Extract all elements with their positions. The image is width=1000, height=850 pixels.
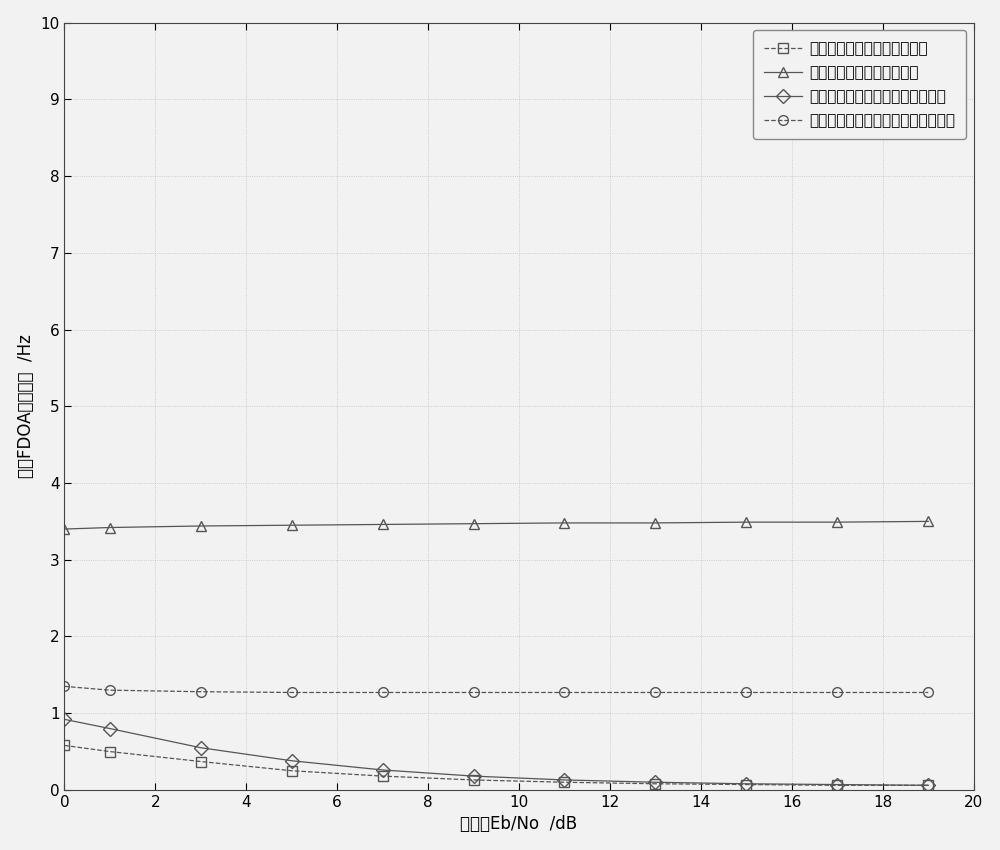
- 高时变信号基于运动补偿的估计方法: [58, 681, 70, 691]
- 高时变信号基于互模糊方法: [649, 518, 661, 528]
- 高时变信号基于本专利的估计方法: [649, 777, 661, 787]
- 高时变信号基于运动补偿的估计方法: [286, 688, 298, 698]
- 非高时变信号基于互模糊方法: [831, 780, 843, 791]
- 高时变信号基于本专利的估计方法: [377, 765, 389, 775]
- 高时变信号基于本专利的估计方法: [922, 780, 934, 791]
- Line: 高时变信号基于运动补偿的估计方法: 高时变信号基于运动补偿的估计方法: [59, 682, 933, 697]
- Y-axis label: 频差FDOA估计误差  /Hz: 频差FDOA估计误差 /Hz: [17, 334, 35, 479]
- 高时变信号基于运动补偿的估计方法: [377, 688, 389, 698]
- 高时变信号基于运动补偿的估计方法: [649, 688, 661, 698]
- 高时变信号基于互模糊方法: [104, 523, 116, 533]
- 高时变信号基于本专利的估计方法: [58, 714, 70, 724]
- 高时变信号基于本专利的估计方法: [831, 779, 843, 790]
- 高时变信号基于本专利的估计方法: [740, 779, 752, 789]
- 高时变信号基于本专利的估计方法: [468, 771, 480, 781]
- 非高时变信号基于互模糊方法: [104, 746, 116, 756]
- 非高时变信号基于互模糊方法: [740, 779, 752, 790]
- 高时变信号基于互模糊方法: [58, 524, 70, 534]
- 非高时变信号基于互模糊方法: [922, 780, 934, 791]
- 高时变信号基于运动补偿的估计方法: [195, 687, 207, 697]
- 高时变信号基于本专利的估计方法: [104, 723, 116, 734]
- 非高时变信号基于互模糊方法: [649, 779, 661, 789]
- 高时变信号基于互模糊方法: [922, 516, 934, 526]
- 高时变信号基于运动补偿的估计方法: [104, 685, 116, 695]
- 高时变信号基于运动补偿的估计方法: [922, 688, 934, 698]
- 高时变信号基于运动补偿的估计方法: [558, 688, 570, 698]
- 高时变信号基于互模糊方法: [831, 517, 843, 527]
- Line: 高时变信号基于本专利的估计方法: 高时变信号基于本专利的估计方法: [59, 715, 933, 791]
- 高时变信号基于本专利的估计方法: [195, 743, 207, 753]
- 高时变信号基于运动补偿的估计方法: [468, 688, 480, 698]
- 高时变信号基于互模糊方法: [377, 519, 389, 530]
- 高时变信号基于互模糊方法: [740, 517, 752, 527]
- 非高时变信号基于互模糊方法: [286, 766, 298, 776]
- 非高时变信号基于互模糊方法: [468, 775, 480, 785]
- 非高时变信号基于互模糊方法: [377, 771, 389, 781]
- Line: 高时变信号基于互模糊方法: 高时变信号基于互模糊方法: [59, 517, 933, 534]
- 非高时变信号基于互模糊方法: [558, 777, 570, 787]
- 高时变信号基于运动补偿的估计方法: [740, 688, 752, 698]
- 高时变信号基于互模糊方法: [558, 518, 570, 528]
- 高时变信号基于互模糊方法: [195, 521, 207, 531]
- 非高时变信号基于互模糊方法: [195, 756, 207, 767]
- 高时变信号基于互模糊方法: [286, 520, 298, 530]
- X-axis label: 信噪比Eb/No  /dB: 信噪比Eb/No /dB: [460, 815, 578, 833]
- 高时变信号基于运动补偿的估计方法: [831, 688, 843, 698]
- 非高时变信号基于互模糊方法: [58, 740, 70, 751]
- 高时变信号基于本专利的估计方法: [558, 775, 570, 785]
- Legend: 非高时变信号基于互模糊方法, 高时变信号基于互模糊方法, 高时变信号基于本专利的估计方法, 高时变信号基于运动补偿的估计方法: 非高时变信号基于互模糊方法, 高时变信号基于互模糊方法, 高时变信号基于本专利的…: [753, 31, 966, 139]
- Line: 非高时变信号基于互模糊方法: 非高时变信号基于互模糊方法: [59, 740, 933, 791]
- 高时变信号基于本专利的估计方法: [286, 756, 298, 766]
- 高时变信号基于互模糊方法: [468, 518, 480, 529]
